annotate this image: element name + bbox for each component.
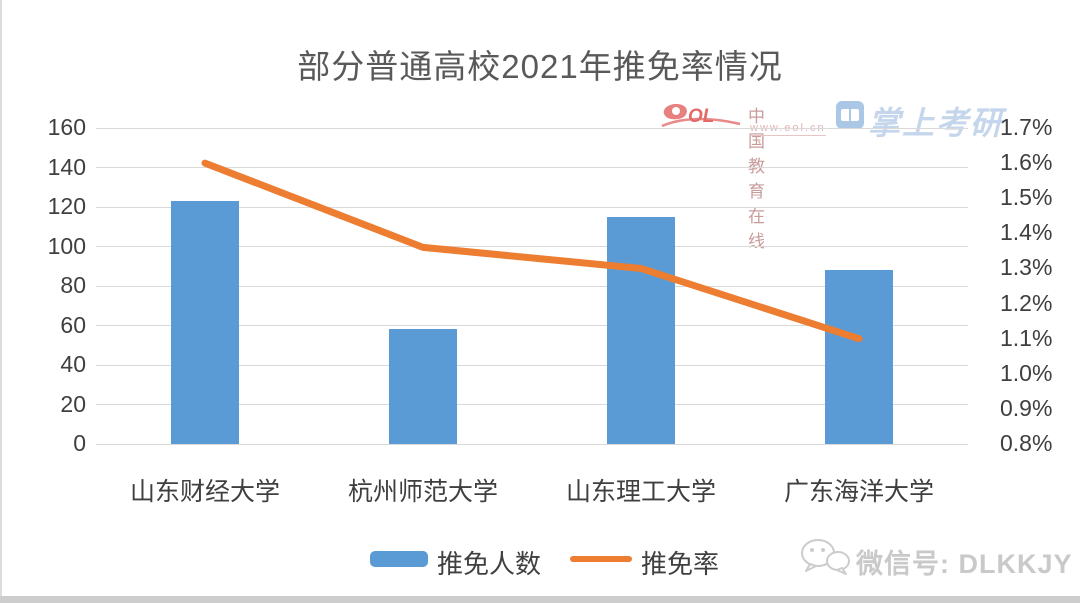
- legend-bar-swatch: [370, 551, 428, 567]
- bar-山东财经大学: [171, 201, 239, 444]
- gridline: [96, 364, 968, 366]
- eol-url-text: www.eol.cn: [750, 122, 826, 136]
- right-axis-tick-label: 1.7%: [1000, 114, 1053, 140]
- zhangshang-kaoyan-icon: [836, 101, 864, 129]
- bar-山东理工大学: [607, 216, 675, 444]
- chart-title: 部分普通高校2021年推免率情况: [297, 48, 783, 85]
- svg-text:OL: OL: [688, 106, 714, 127]
- left-axis-tick-label: 60: [60, 311, 86, 338]
- eol-logo-icon: OL: [661, 104, 741, 128]
- gridline: [96, 127, 968, 129]
- left-axis-tick-label: 20: [60, 390, 86, 417]
- legend-line-swatch: [570, 556, 632, 562]
- x-axis-label: 山东理工大学: [565, 478, 716, 506]
- right-axis-tick-label: 0.8%: [1000, 430, 1053, 456]
- legend-label: 推免人数: [437, 549, 542, 579]
- left-axis-tick-label: 160: [47, 114, 86, 140]
- left-axis-tick-label: 80: [60, 272, 86, 298]
- right-axis-tick-label: 1.5%: [1000, 184, 1053, 211]
- left-axis-tick-label: 140: [47, 153, 86, 180]
- right-axis-tick-label: 1.1%: [1000, 324, 1053, 351]
- right-axis-tick-label: 1.2%: [1000, 289, 1053, 316]
- chart-legend: 推免人数 推免率: [0, 542, 1080, 579]
- page-bottom-strip: [0, 596, 1080, 603]
- gridline: [96, 443, 968, 445]
- right-axis-tick-label: 1.6%: [1000, 149, 1053, 176]
- wechat-icon: [801, 539, 850, 575]
- right-axis-tick-label: 1.3%: [1000, 254, 1053, 281]
- bar-广东海洋大学: [825, 270, 893, 444]
- x-axis-label: 杭州师范大学: [347, 478, 498, 506]
- gridline: [96, 167, 968, 168]
- page-left-border: [0, 0, 2, 603]
- wechat-id-text: 微信号: DLKKJY: [856, 549, 1073, 579]
- zhangshang-kaoyan-text: 掌上考研: [868, 105, 1005, 141]
- left-axis-tick-label: 120: [47, 193, 86, 219]
- left-axis-tick-label: 0: [73, 430, 86, 456]
- x-axis-label: 广东海洋大学: [783, 478, 934, 506]
- right-axis-tick-label: 1.4%: [1000, 219, 1053, 246]
- left-axis-tick-label: 40: [60, 351, 86, 377]
- right-axis-tick-label: 0.9%: [1000, 394, 1053, 421]
- right-axis-tick-label: 1.0%: [1000, 359, 1053, 386]
- left-axis-tick-label: 100: [47, 232, 86, 259]
- bar-杭州师范大学: [389, 329, 457, 444]
- x-axis-label: 山东财经大学: [129, 478, 280, 506]
- gridline: [96, 404, 968, 405]
- legend-label: 推免率: [641, 549, 720, 579]
